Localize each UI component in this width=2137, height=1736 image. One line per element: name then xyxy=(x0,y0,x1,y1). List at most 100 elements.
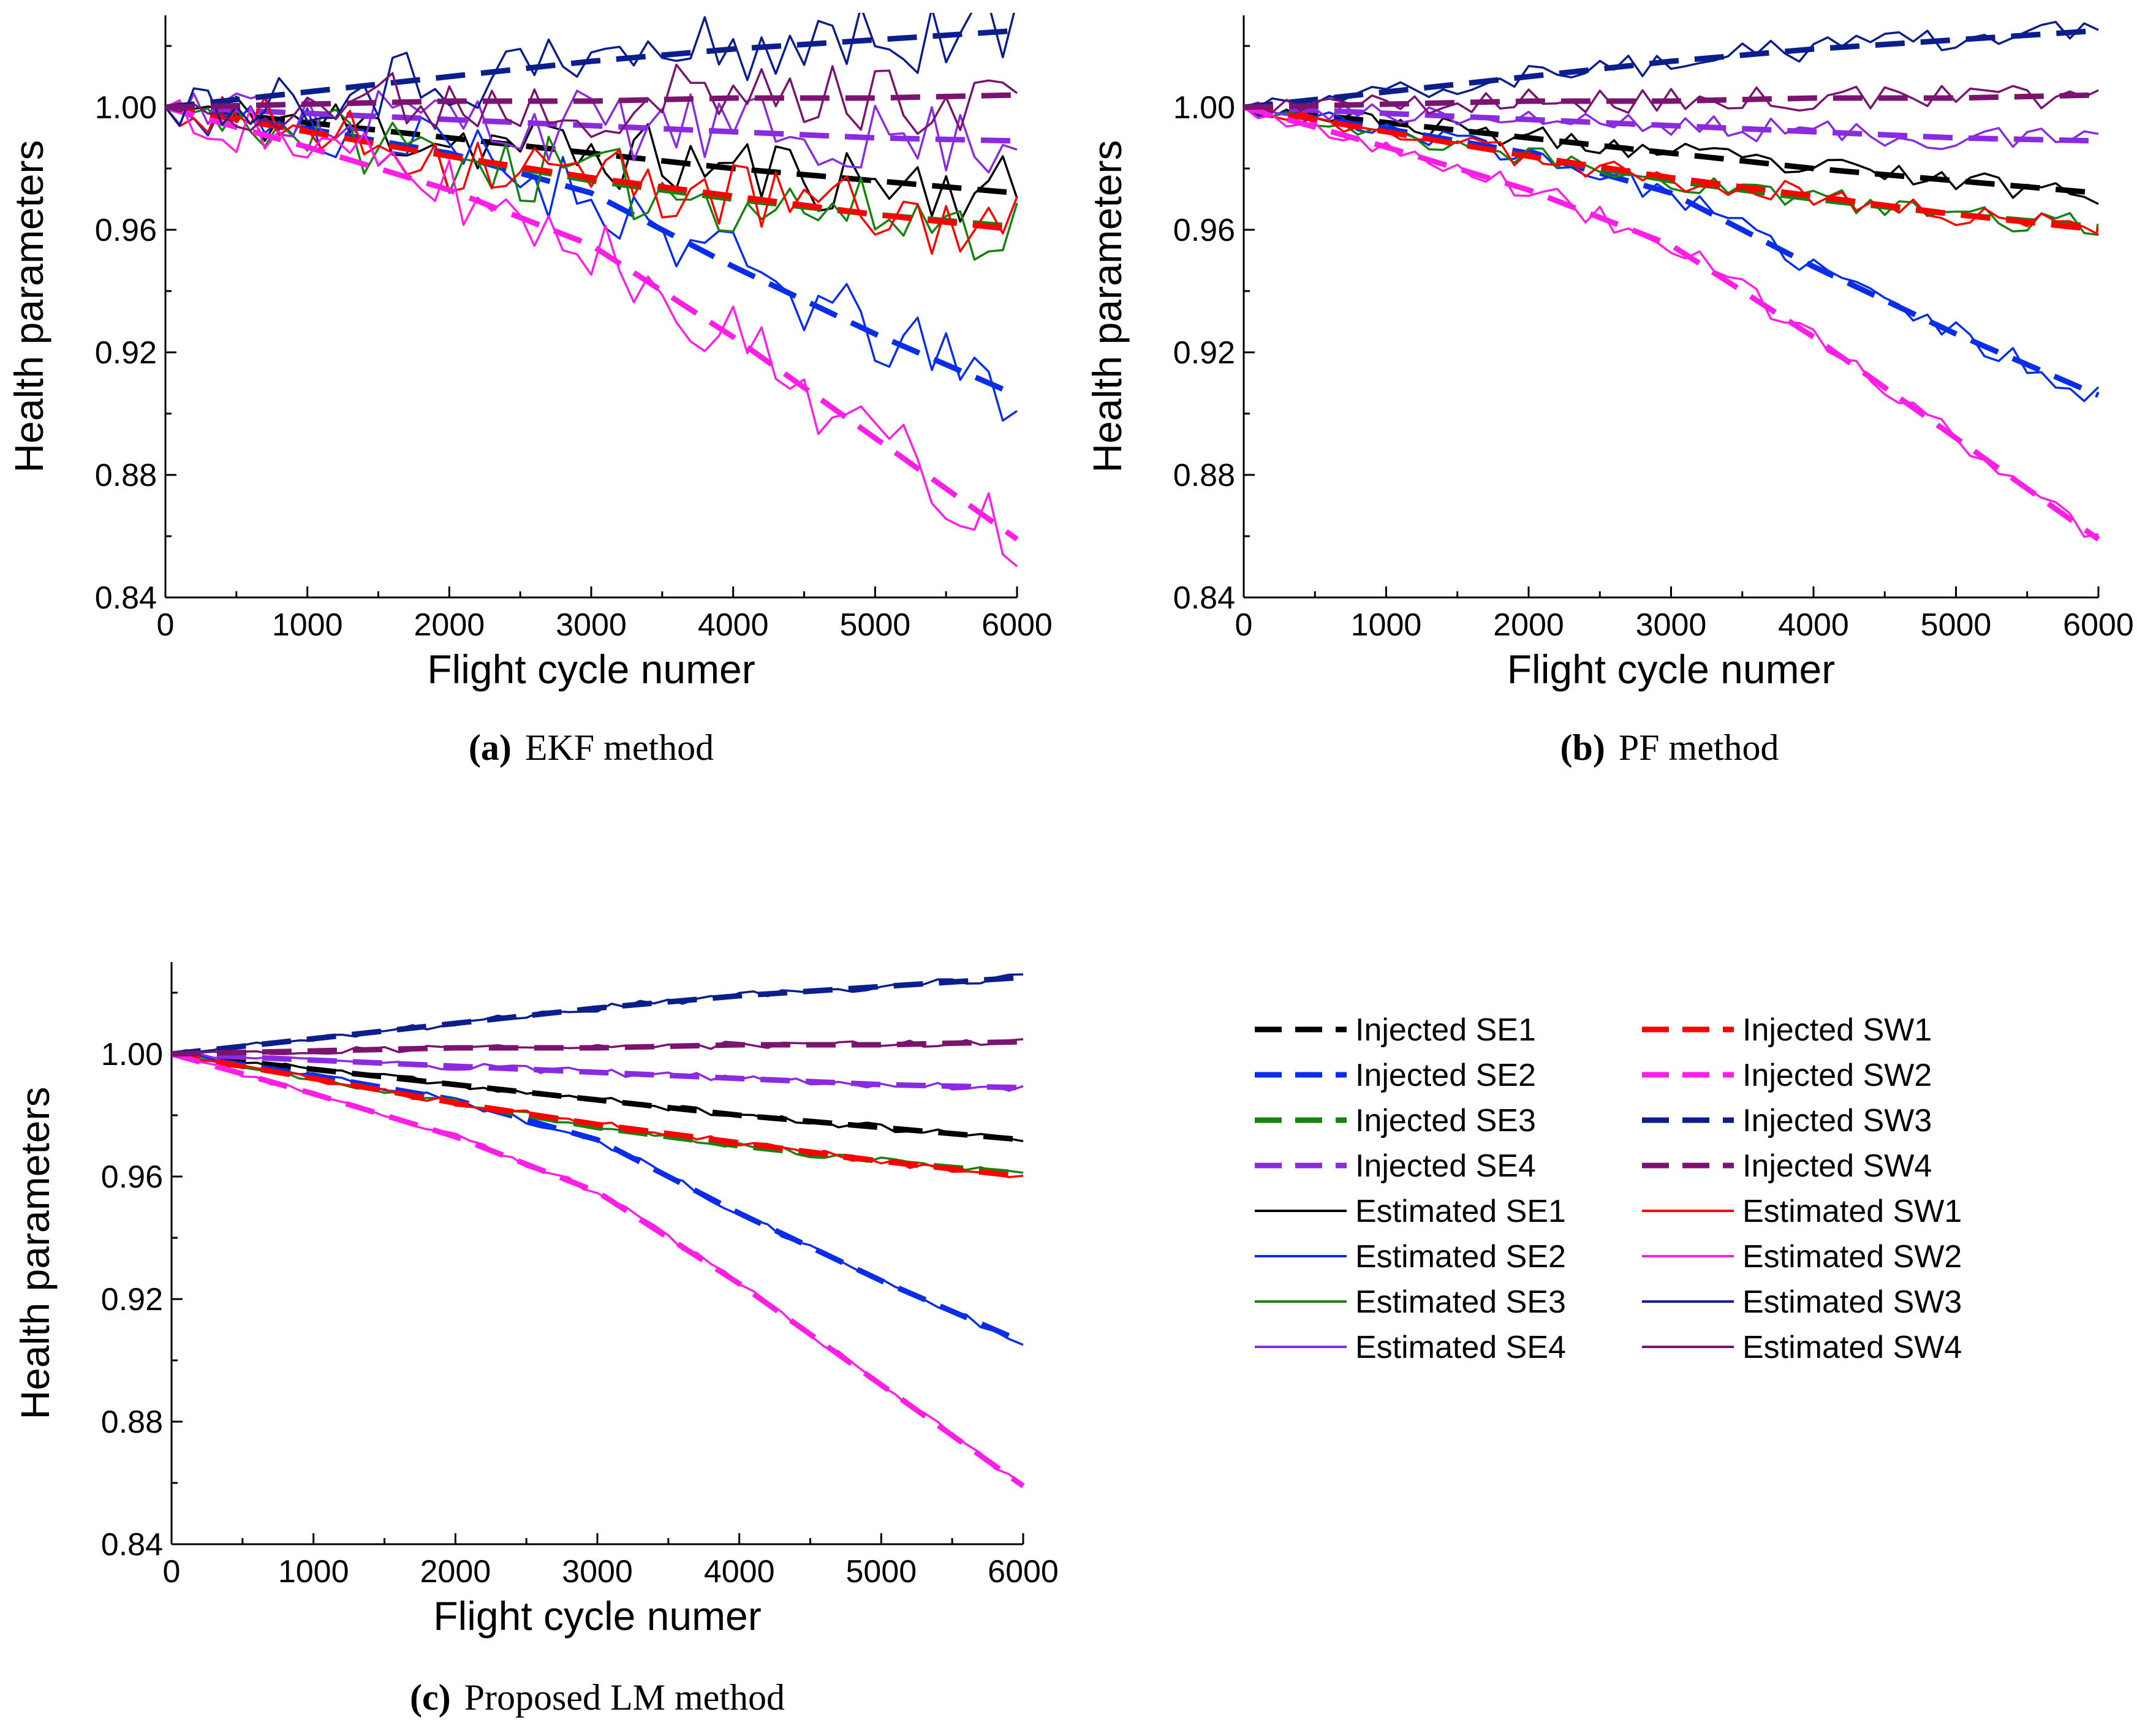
estimated-sw3-line xyxy=(165,13,1015,127)
legend-label: Injected SE1 xyxy=(1355,1012,1536,1048)
injected-sw2-line xyxy=(1244,104,2100,542)
x-tick-label: 4000 xyxy=(704,1554,775,1590)
legend-label: Injected SW1 xyxy=(1742,1012,1932,1048)
caption-label: (b) xyxy=(1560,727,1605,768)
caption-text: PF method xyxy=(1619,727,1779,768)
legend-entry: Estimated SE2 xyxy=(1255,1239,1566,1275)
x-axis-label: Flight cycle numer xyxy=(433,1593,762,1639)
legend-entry: Estimated SW3 xyxy=(1642,1284,1962,1320)
injected-sw4-line xyxy=(172,1039,1024,1057)
estimated-sw3-line xyxy=(1244,21,2099,109)
injected-sw4-line xyxy=(1244,92,2099,110)
legend-entry: Injected SE3 xyxy=(1255,1103,1536,1139)
x-tick-label: 5000 xyxy=(1921,607,1992,643)
legend-label: Injected SE4 xyxy=(1355,1148,1536,1184)
legend-label: Injected SE2 xyxy=(1355,1058,1536,1093)
estimated-sw1-line xyxy=(1244,105,2099,236)
y-tick-label: 0.84 xyxy=(101,1527,163,1563)
y-tick-label: 0.88 xyxy=(101,1404,163,1440)
x-tick-label: 2000 xyxy=(414,607,485,643)
legend-label: Estimated SW2 xyxy=(1742,1239,1962,1275)
legend-entry: Estimated SE3 xyxy=(1255,1284,1566,1320)
y-tick-label: 1.00 xyxy=(101,1037,163,1072)
y-tick-label: 0.88 xyxy=(1173,458,1235,493)
estimated-se2-line xyxy=(165,103,1018,422)
estimated-sw1-line xyxy=(172,1053,1024,1178)
caption-label: (a) xyxy=(469,727,512,768)
x-tick-label: 3000 xyxy=(556,607,627,643)
x-tick-label: 0 xyxy=(157,607,175,643)
legend-label: Estimated SE3 xyxy=(1355,1284,1566,1320)
injected-sw1-line xyxy=(165,104,1018,233)
x-tick-label: 2000 xyxy=(1493,607,1564,643)
y-tick-label: 0.96 xyxy=(101,1159,163,1195)
y-axis-label: Health parameters xyxy=(12,1087,58,1420)
caption-text: Proposed LM method xyxy=(464,1677,785,1718)
injected-sw3-line xyxy=(172,974,1024,1057)
legend-entry: Injected SW1 xyxy=(1642,1012,1932,1048)
x-tick-label: 6000 xyxy=(982,607,1053,643)
legend: Injected SE1 Injected SE2 Injected SE3 Inje… xyxy=(1255,1012,1962,1365)
caption-text: EKF method xyxy=(525,727,714,768)
estimated-sw2-line xyxy=(165,99,1018,567)
estimated-sw3-line xyxy=(172,973,1024,1055)
y-tick-label: 1.00 xyxy=(1173,90,1235,126)
estimated-sw4-line xyxy=(165,63,1018,138)
series-lines xyxy=(1244,21,2100,542)
legend-label: Injected SW3 xyxy=(1742,1103,1932,1139)
x-tick-label: 1000 xyxy=(1351,607,1422,643)
legend-entry: Injected SE4 xyxy=(1255,1148,1536,1184)
caption-label: (c) xyxy=(410,1677,451,1718)
y-axis-label: Health parameters xyxy=(6,140,51,473)
x-tick-label: 1000 xyxy=(272,607,343,643)
y-tick-label: 0.96 xyxy=(1173,213,1235,248)
legend-label: Estimated SE1 xyxy=(1355,1194,1566,1229)
legend-entry: Estimated SE1 xyxy=(1255,1194,1566,1229)
legend-label: Estimated SW3 xyxy=(1742,1284,1962,1320)
injected-sw3-line xyxy=(165,28,1018,110)
estimated-se1-line xyxy=(165,96,1018,223)
x-tick-label: 6000 xyxy=(988,1554,1059,1590)
estimated-se1-line xyxy=(172,1053,1024,1143)
panel-caption: (a) EKF method xyxy=(469,727,714,768)
x-tick-label: 3000 xyxy=(1636,607,1707,643)
legend-entry: Estimated SE4 xyxy=(1255,1330,1566,1365)
y-tick-label: 1.00 xyxy=(95,90,157,126)
injected-sw3-line xyxy=(1244,28,2099,110)
estimated-sw2-line xyxy=(1244,106,2099,538)
injected-se1-line xyxy=(165,104,1018,196)
injected-sw2-line xyxy=(172,1051,1025,1488)
chart-panel-1: 0 1000 2000 3000 4000 5000 6000 0.84 0.88 0.92 0.9… xyxy=(6,13,1053,768)
legend-label: Estimated SW4 xyxy=(1742,1330,1962,1365)
y-tick-label: 0.88 xyxy=(95,458,157,493)
injected-se4-line xyxy=(165,104,1018,144)
estimated-se4-line xyxy=(172,1051,1024,1092)
injected-sw2-line xyxy=(165,104,1019,542)
legend-label: Injected SW2 xyxy=(1742,1058,1932,1093)
injected-se4-line xyxy=(172,1051,1024,1091)
estimated-sw4-line xyxy=(1244,85,2099,115)
legend-entry: Injected SE2 xyxy=(1255,1058,1536,1093)
estimated-se2-line xyxy=(172,1053,1024,1346)
series-lines xyxy=(165,13,1019,567)
y-axis-label: Health parameters xyxy=(1084,140,1130,473)
y-tick-label: 0.84 xyxy=(95,580,157,616)
estimated-sw1-line xyxy=(165,96,1018,255)
series-lines xyxy=(172,973,1025,1488)
legend-label: Estimated SE2 xyxy=(1355,1239,1566,1275)
y-tick-label: 0.92 xyxy=(95,335,157,371)
legend-label: Injected SW4 xyxy=(1742,1148,1932,1184)
estimated-sw2-line xyxy=(172,1053,1024,1487)
x-tick-label: 4000 xyxy=(1778,607,1849,643)
x-tick-label: 2000 xyxy=(420,1554,491,1590)
x-tick-label: 1000 xyxy=(278,1554,349,1590)
legend-label: Estimated SE4 xyxy=(1355,1330,1566,1365)
y-tick-label: 0.84 xyxy=(1173,580,1235,616)
chart-panel-2: 0 1000 2000 3000 4000 5000 6000 0.84 0.88 0.92 0.9… xyxy=(1084,15,2134,768)
panel-caption: (c) Proposed LM method xyxy=(410,1677,785,1718)
x-tick-label: 0 xyxy=(1235,607,1253,643)
legend-entry: Injected SW3 xyxy=(1642,1103,1932,1139)
legend-entry: Estimated SW2 xyxy=(1642,1239,1962,1275)
legend-entry: Estimated SW1 xyxy=(1642,1194,1962,1229)
legend-entry: Estimated SW4 xyxy=(1642,1330,1962,1365)
